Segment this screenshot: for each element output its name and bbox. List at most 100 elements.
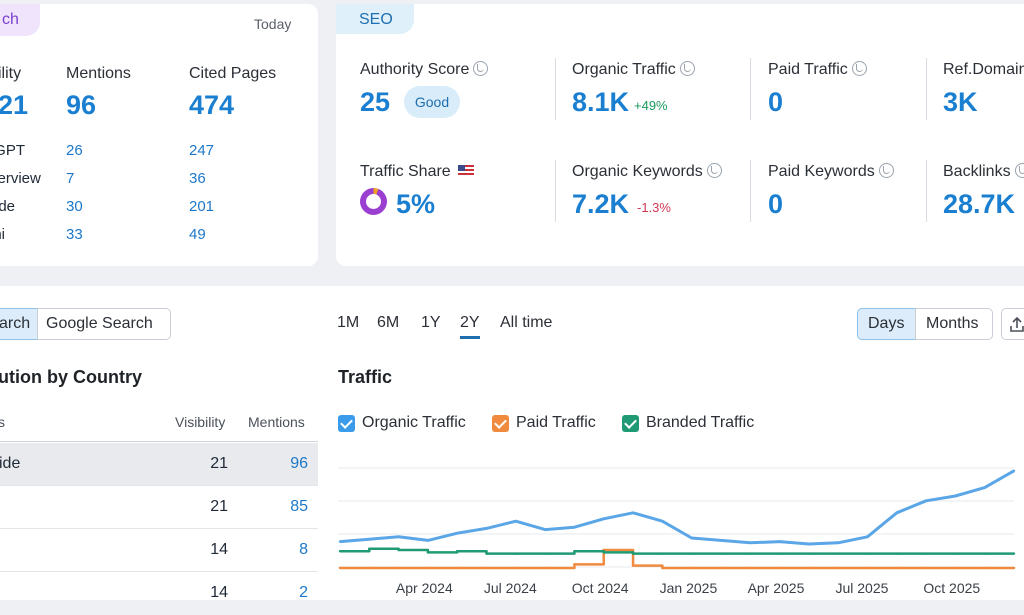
- data-point: [631, 564, 635, 567]
- row-country: ide: [0, 455, 21, 472]
- traffic-share-label: Traffic Share: [360, 163, 475, 181]
- data-point: [543, 552, 547, 555]
- data-point: [631, 511, 635, 514]
- header-country: s: [0, 414, 5, 430]
- info-icon[interactable]: [878, 163, 894, 178]
- visibility-value[interactable]: 21: [0, 90, 29, 120]
- data-point: [983, 486, 986, 489]
- seo-tab-label: SEO: [359, 11, 393, 28]
- table-row[interactable]: 21 85: [0, 486, 318, 529]
- data-point: [514, 552, 518, 555]
- export-icon: [1010, 316, 1024, 332]
- legend-organic[interactable]: Organic Traffic: [338, 414, 466, 432]
- ai-platform-mentions[interactable]: 7: [66, 170, 75, 187]
- info-icon[interactable]: [706, 163, 722, 178]
- data-point: [338, 566, 342, 570]
- info-icon[interactable]: [679, 61, 695, 76]
- data-point: [338, 540, 342, 543]
- row-mentions[interactable]: 85: [290, 498, 308, 515]
- google-search-toggle[interactable]: Google Search: [37, 308, 171, 340]
- x-tick-label: Jan 2025: [659, 580, 718, 596]
- checkbox-icon: [492, 414, 509, 432]
- ai-platform-mentions[interactable]: 30: [66, 198, 83, 215]
- header-visibility[interactable]: Visibility: [175, 414, 226, 430]
- data-point: [807, 552, 811, 555]
- row-mentions[interactable]: 96: [290, 455, 308, 472]
- table-row[interactable]: ide 21 96: [0, 443, 318, 486]
- organic-keywords-value[interactable]: 7.2K: [572, 189, 630, 219]
- row-mentions[interactable]: 2: [299, 584, 308, 601]
- ai-platform-label: ode: [0, 198, 16, 215]
- range-all-time[interactable]: All time: [500, 314, 553, 331]
- col-mentions-label: Mentions: [66, 65, 131, 82]
- paid-keywords-value[interactable]: 0: [768, 189, 784, 219]
- ai-platform-row: tGPT 26 247: [0, 142, 310, 162]
- data-point: [719, 566, 723, 570]
- range-1y[interactable]: 1Y: [421, 314, 441, 331]
- range-6m[interactable]: 6M: [377, 314, 400, 331]
- organic-traffic-value[interactable]: 8.1K: [572, 87, 630, 117]
- table-row[interactable]: 14 8: [0, 529, 318, 572]
- ai-search-toggle[interactable]: arch: [0, 308, 38, 340]
- x-tick-label: Jul 2025: [835, 580, 889, 596]
- today-label: Today: [254, 16, 292, 32]
- data-point: [749, 566, 752, 570]
- organic-keywords-text: Organic Keywords: [572, 163, 703, 180]
- ai-platform-row: ode 30 201: [0, 198, 310, 218]
- info-icon[interactable]: [1014, 163, 1024, 178]
- traffic-chart[interactable]: [338, 460, 1024, 572]
- ai-platform-mentions[interactable]: 33: [66, 226, 83, 243]
- data-point: [836, 566, 840, 570]
- row-mentions[interactable]: 8: [299, 541, 308, 558]
- paid-traffic-label: Paid Traffic: [768, 61, 867, 79]
- ai-platform-label: tGPT: [0, 142, 26, 159]
- divider: [750, 160, 751, 222]
- table-row[interactable]: 14 2: [0, 572, 318, 615]
- paid-traffic-value[interactable]: 0: [768, 87, 784, 117]
- divider: [750, 58, 751, 120]
- days-button-label: Days: [868, 315, 905, 332]
- data-point: [836, 552, 840, 555]
- legend-organic-label: Organic Traffic: [362, 414, 466, 431]
- backlinks-label: Backlinks: [943, 163, 1024, 181]
- months-button[interactable]: Months: [915, 308, 993, 340]
- range-1m[interactable]: 1M: [337, 314, 360, 331]
- ai-platform-cited[interactable]: 201: [189, 198, 215, 215]
- info-icon[interactable]: [851, 61, 867, 76]
- checkbox-icon: [622, 414, 639, 432]
- days-button[interactable]: Days: [857, 308, 916, 340]
- export-button[interactable]: [1001, 308, 1024, 340]
- ai-platform-cited[interactable]: 247: [189, 142, 215, 159]
- data-point: [514, 566, 518, 570]
- data-point: [924, 566, 928, 570]
- ai-platform-cited[interactable]: 36: [189, 170, 206, 187]
- authority-badge: Good: [404, 86, 460, 118]
- range-2y[interactable]: 2Y: [460, 314, 480, 339]
- legend-branded[interactable]: Branded Traffic: [622, 414, 754, 432]
- ref-domains-value[interactable]: 3K: [943, 87, 978, 117]
- data-point: [573, 526, 576, 529]
- seo-card: SEO Authority Score 25 Good Organic Traf…: [336, 4, 1024, 266]
- info-icon[interactable]: [473, 61, 489, 76]
- traffic-share-text: Traffic Share: [360, 163, 451, 180]
- seo-tab[interactable]: SEO: [336, 4, 414, 34]
- mentions-value[interactable]: 96: [66, 90, 97, 120]
- data-point: [426, 551, 430, 554]
- authority-score-value[interactable]: 25: [360, 87, 391, 117]
- ai-platform-cited[interactable]: 49: [189, 226, 206, 243]
- data-point: [778, 566, 781, 570]
- traffic-share-value[interactable]: 5%: [396, 189, 436, 219]
- data-point: [719, 539, 723, 542]
- legend-paid[interactable]: Paid Traffic: [492, 414, 596, 432]
- backlinks-value[interactable]: 28.7K: [943, 189, 1016, 219]
- organic-keywords-label: Organic Keywords: [572, 163, 722, 181]
- ai-search-tab[interactable]: ch: [0, 4, 40, 36]
- divider: [555, 58, 556, 120]
- authority-score-text: Authority Score: [360, 61, 470, 78]
- x-tick-label: Jul 2024: [483, 580, 537, 596]
- cited-pages-value[interactable]: 474: [189, 90, 235, 120]
- ai-platform-mentions[interactable]: 26: [66, 142, 83, 159]
- x-tick-label: Oct 2025: [923, 580, 981, 596]
- header-mentions[interactable]: Mentions: [248, 414, 305, 430]
- data-point: [807, 542, 811, 546]
